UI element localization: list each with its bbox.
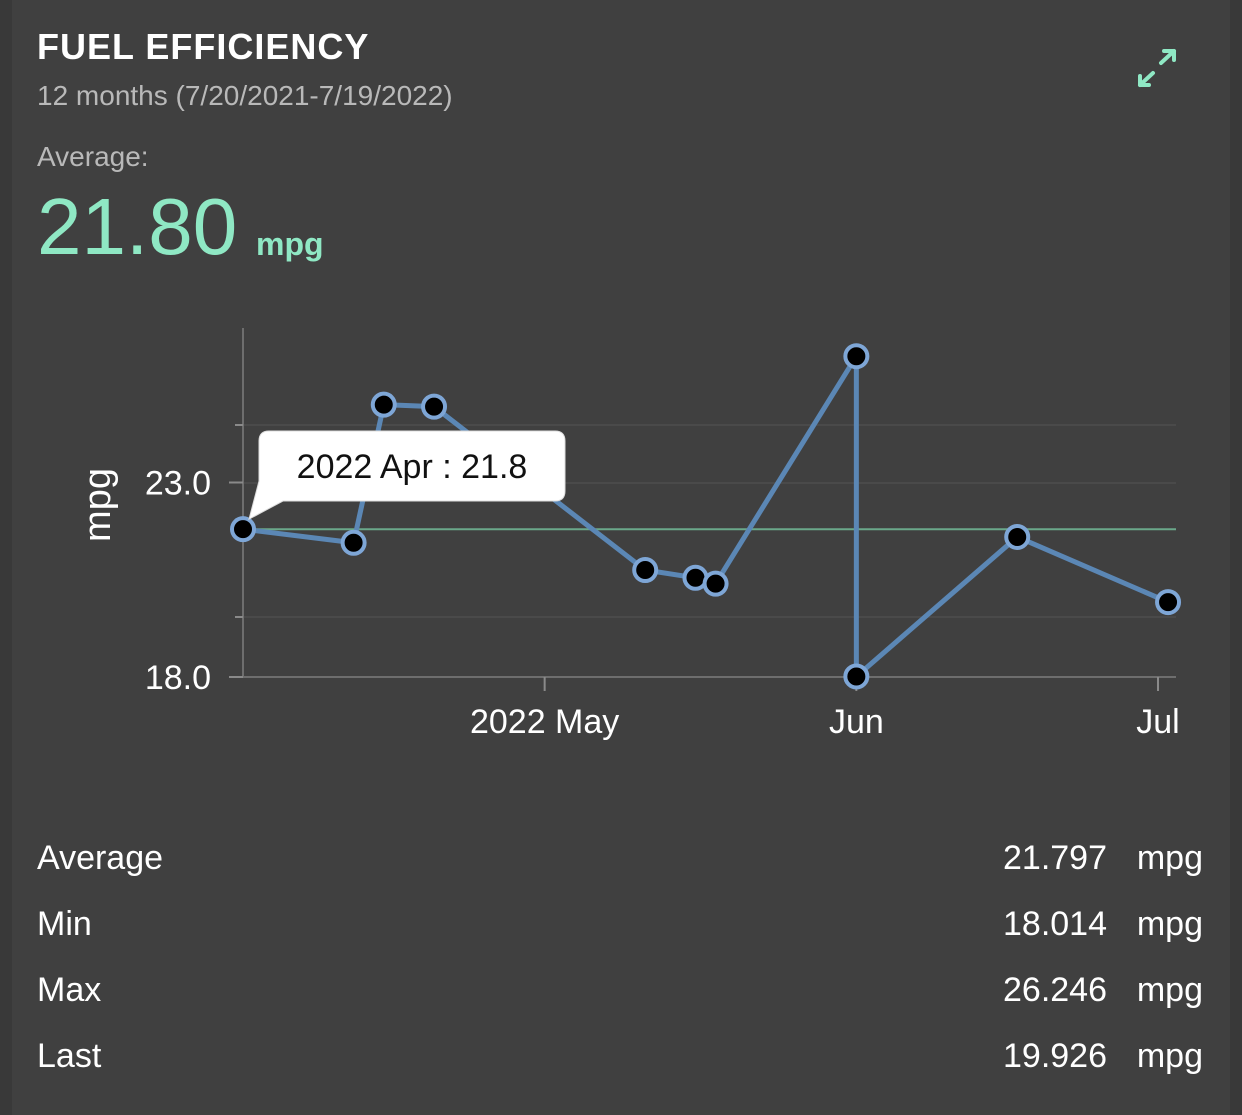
expand-button[interactable]	[1134, 46, 1180, 90]
stat-unit: mpg	[1136, 839, 1203, 877]
stat-unit: mpg	[1136, 905, 1203, 943]
stat-row-last: Last 19.926 mpg	[37, 1033, 1203, 1099]
y-axis-label: mpg	[77, 468, 119, 542]
data-point	[370, 391, 397, 418]
data-point	[632, 557, 659, 584]
x-tick-label: Jun	[829, 703, 884, 741]
chart-axes: 18.0 23.0 mpg 2022 May Jun Jul	[77, 328, 1180, 741]
data-point	[702, 570, 729, 597]
y-tick-label: 18.0	[145, 659, 211, 697]
chart-series	[230, 343, 1182, 690]
stat-row-average: Average 21.797 mpg	[37, 835, 1203, 901]
stat-label: Min	[37, 905, 92, 943]
data-point	[1004, 523, 1031, 550]
expand-arrows-icon	[1138, 49, 1176, 87]
chart-tooltip: 2022 Apr : 21.8	[248, 430, 566, 521]
stat-label: Max	[37, 971, 102, 1009]
data-point	[843, 663, 870, 690]
x-tick-label: Jul	[1136, 703, 1179, 741]
tooltip-text: 2022 Apr : 21.8	[297, 448, 528, 486]
stat-value: 19.926	[1003, 1037, 1107, 1075]
fuel-efficiency-chart: 18.0 23.0 mpg 2022 May Jun Jul 2022 Apr : 21.…	[77, 328, 1182, 741]
data-point	[843, 343, 870, 370]
average-unit: mpg	[256, 226, 324, 262]
stat-label: Last	[37, 1037, 102, 1075]
stat-unit: mpg	[1136, 971, 1203, 1009]
period-subtitle: 12 months (7/20/2021-7/19/2022)	[37, 80, 453, 111]
data-point	[340, 529, 367, 556]
stat-row-min: Min 18.014 mpg	[37, 901, 1203, 967]
stat-row-max: Max 26.246 mpg	[37, 967, 1203, 1033]
x-tick-label: 2022 May	[470, 703, 619, 741]
card-title: FUEL EFFICIENCY	[37, 26, 370, 67]
stat-value: 18.014	[1003, 905, 1107, 943]
stat-label: Average	[37, 839, 164, 877]
stat-value: 21.797	[1003, 839, 1107, 877]
average-label: Average:	[37, 141, 149, 172]
data-point	[1155, 589, 1182, 616]
stat-unit: mpg	[1136, 1037, 1203, 1075]
average-value: 21.80	[37, 182, 238, 271]
stats-table: Average 21.797 mpg Min 18.014 mpg Max 26…	[37, 835, 1203, 1099]
stat-value: 26.246	[1003, 971, 1107, 1009]
data-point	[230, 516, 256, 543]
fuel-efficiency-card	[12, 0, 1230, 1115]
tooltip-box	[248, 430, 566, 521]
data-point	[421, 393, 448, 420]
y-tick-label: 23.0	[145, 464, 211, 502]
